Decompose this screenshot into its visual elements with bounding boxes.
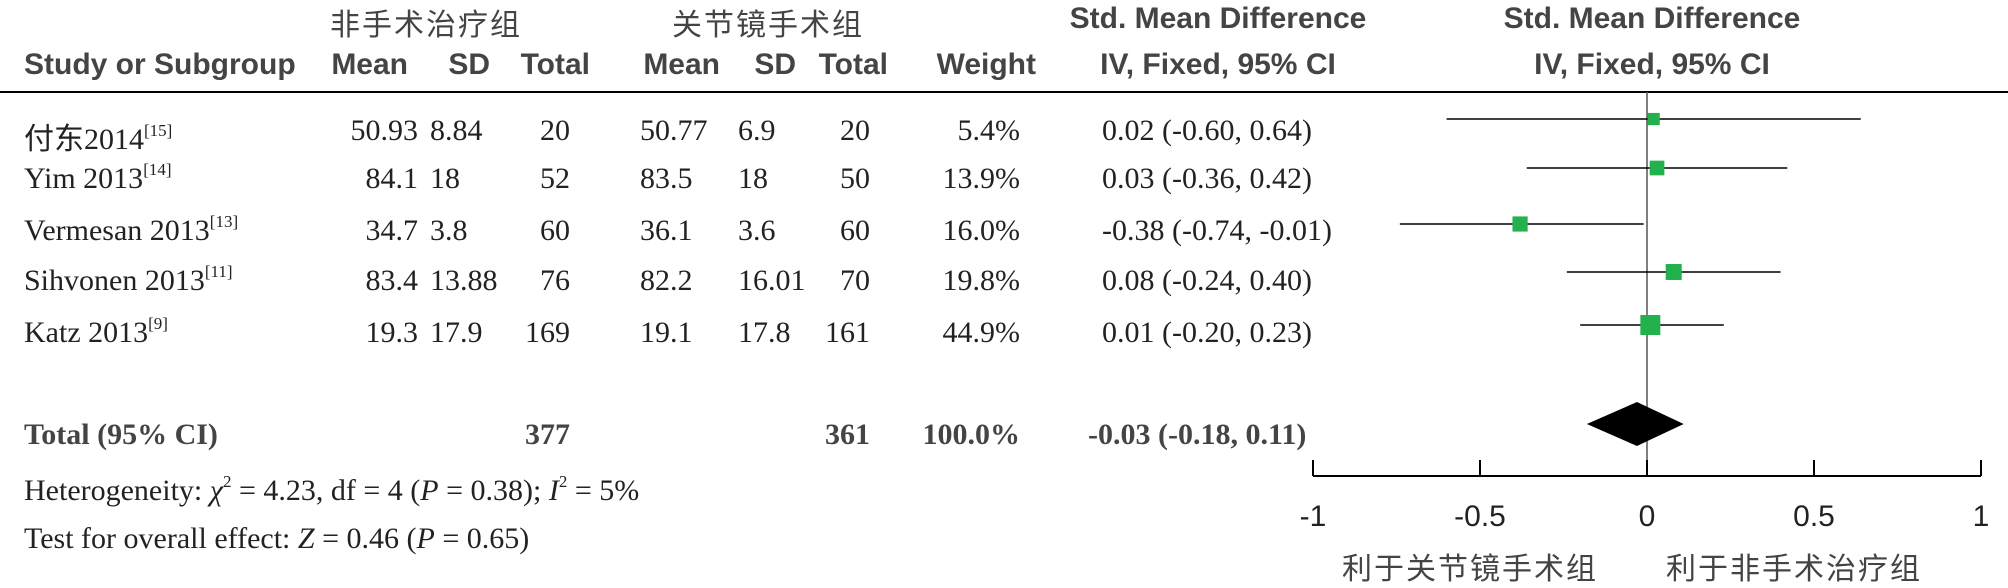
- group2-header: 关节镜手术组: [672, 8, 864, 43]
- study-n1: 60: [540, 214, 570, 247]
- study-mean1: 34.7: [365, 214, 419, 247]
- effect-marker: [1647, 112, 1660, 126]
- total-label: Total (95% CI): [24, 418, 218, 451]
- study-name: Katz 2013[9]: [24, 314, 168, 349]
- study-n1: 169: [525, 316, 570, 349]
- heterogeneity-text: Heterogeneity: χ2 = 4.23, df = 4 (P = 0.…: [24, 472, 640, 507]
- effect-method-table: IV, Fixed, 95% CI: [1100, 48, 1336, 81]
- effect-marker: [1649, 160, 1665, 176]
- effect-title-plot: Std. Mean Difference: [1503, 2, 1801, 35]
- study-name: Sihvonen 2013[11]: [24, 262, 233, 297]
- effect-marker: [1640, 315, 1661, 335]
- total-ci-text: -0.03 (-0.18, 0.11): [1088, 418, 1307, 451]
- study-sd1: 13.88: [430, 264, 498, 297]
- effect-marker: [1665, 264, 1682, 280]
- mean2-header: Mean: [643, 48, 720, 81]
- reference-marker: [9]: [148, 314, 168, 333]
- study-sd1: 3.8: [430, 214, 468, 247]
- study-weight: 13.9%: [942, 162, 1021, 195]
- total-weight: 100.0%: [922, 418, 1021, 451]
- study-mean2: 83.5: [640, 162, 693, 195]
- mean1-header: Mean: [331, 48, 408, 81]
- x-tick-label: 1: [1972, 500, 1990, 533]
- study-mean1: 83.4: [365, 264, 419, 297]
- study-n1: 20: [540, 114, 570, 147]
- study-weight: 5.4%: [957, 114, 1021, 147]
- reference-marker: [15]: [144, 121, 173, 140]
- total1-header: Total: [520, 48, 590, 81]
- study-n1: 76: [540, 264, 570, 297]
- study-sd2: 6.9: [738, 114, 776, 147]
- study-weight: 16.0%: [942, 214, 1021, 247]
- reference-marker: [14]: [143, 160, 172, 179]
- effect-method-plot: IV, Fixed, 95% CI: [1534, 48, 1770, 81]
- study-n2: 161: [825, 316, 870, 349]
- total-n2: 361: [825, 418, 870, 451]
- group1-header: 非手术治疗组: [330, 8, 522, 43]
- study-ci-text: 0.01 (-0.20, 0.23): [1102, 316, 1312, 349]
- study-ci-text: 0.08 (-0.24, 0.40): [1102, 264, 1312, 297]
- overall-effect-text: Test for overall effect: Z = 0.46 (P = 0…: [24, 522, 530, 555]
- study-ci-text: 0.03 (-0.36, 0.42): [1102, 162, 1312, 195]
- study-n2: 50: [840, 162, 870, 195]
- reference-marker: [13]: [209, 212, 239, 231]
- x-tick-label: -1: [1299, 500, 1327, 533]
- study-weight: 19.8%: [942, 264, 1021, 297]
- weight-header: Weight: [936, 48, 1036, 81]
- study-name: Vermesan 2013[13]: [24, 212, 239, 247]
- study-n1: 52: [540, 162, 570, 195]
- study-n2: 70: [840, 264, 870, 297]
- study-sd1: 17.9: [430, 316, 483, 349]
- study-mean1: 19.3: [365, 316, 419, 349]
- pooled-diamond: [1586, 402, 1684, 446]
- x-tick-label: 0: [1638, 500, 1656, 533]
- study-sd2: 18: [738, 162, 768, 195]
- study-n2: 60: [840, 214, 870, 247]
- study-mean1: 84.1: [365, 162, 419, 195]
- study-mean2: 50.77: [640, 114, 708, 147]
- study-mean2: 36.1: [640, 214, 693, 247]
- study-mean2: 82.2: [640, 264, 693, 297]
- study-column-header: Study or Subgroup: [24, 48, 296, 81]
- effect-marker: [1512, 216, 1528, 232]
- sd2-header: SD: [754, 48, 796, 81]
- study-name: 付东2014[15]: [24, 121, 173, 156]
- reference-marker: [11]: [204, 262, 233, 281]
- study-mean1: 50.93: [350, 114, 419, 147]
- sd1-header: SD: [448, 48, 490, 81]
- study-sd1: 18: [430, 162, 460, 195]
- x-tick-label: 0.5: [1793, 500, 1835, 533]
- study-name: Yim 2013[14]: [24, 160, 172, 195]
- total-n1: 377: [525, 418, 570, 451]
- total2-header: Total: [818, 48, 888, 81]
- study-sd2: 17.8: [738, 316, 791, 349]
- study-weight: 44.9%: [942, 316, 1021, 349]
- study-n2: 20: [840, 114, 870, 147]
- study-mean2: 19.1: [640, 316, 693, 349]
- study-sd2: 3.6: [738, 214, 776, 247]
- effect-title-table: Std. Mean Difference: [1069, 2, 1367, 35]
- study-sd2: 16.01: [738, 264, 806, 297]
- study-sd1: 8.84: [430, 114, 483, 147]
- study-ci-text: 0.02 (-0.60, 0.64): [1102, 114, 1312, 147]
- study-ci-text: -0.38 (-0.74, -0.01): [1102, 214, 1332, 247]
- x-tick-label: -0.5: [1454, 500, 1506, 533]
